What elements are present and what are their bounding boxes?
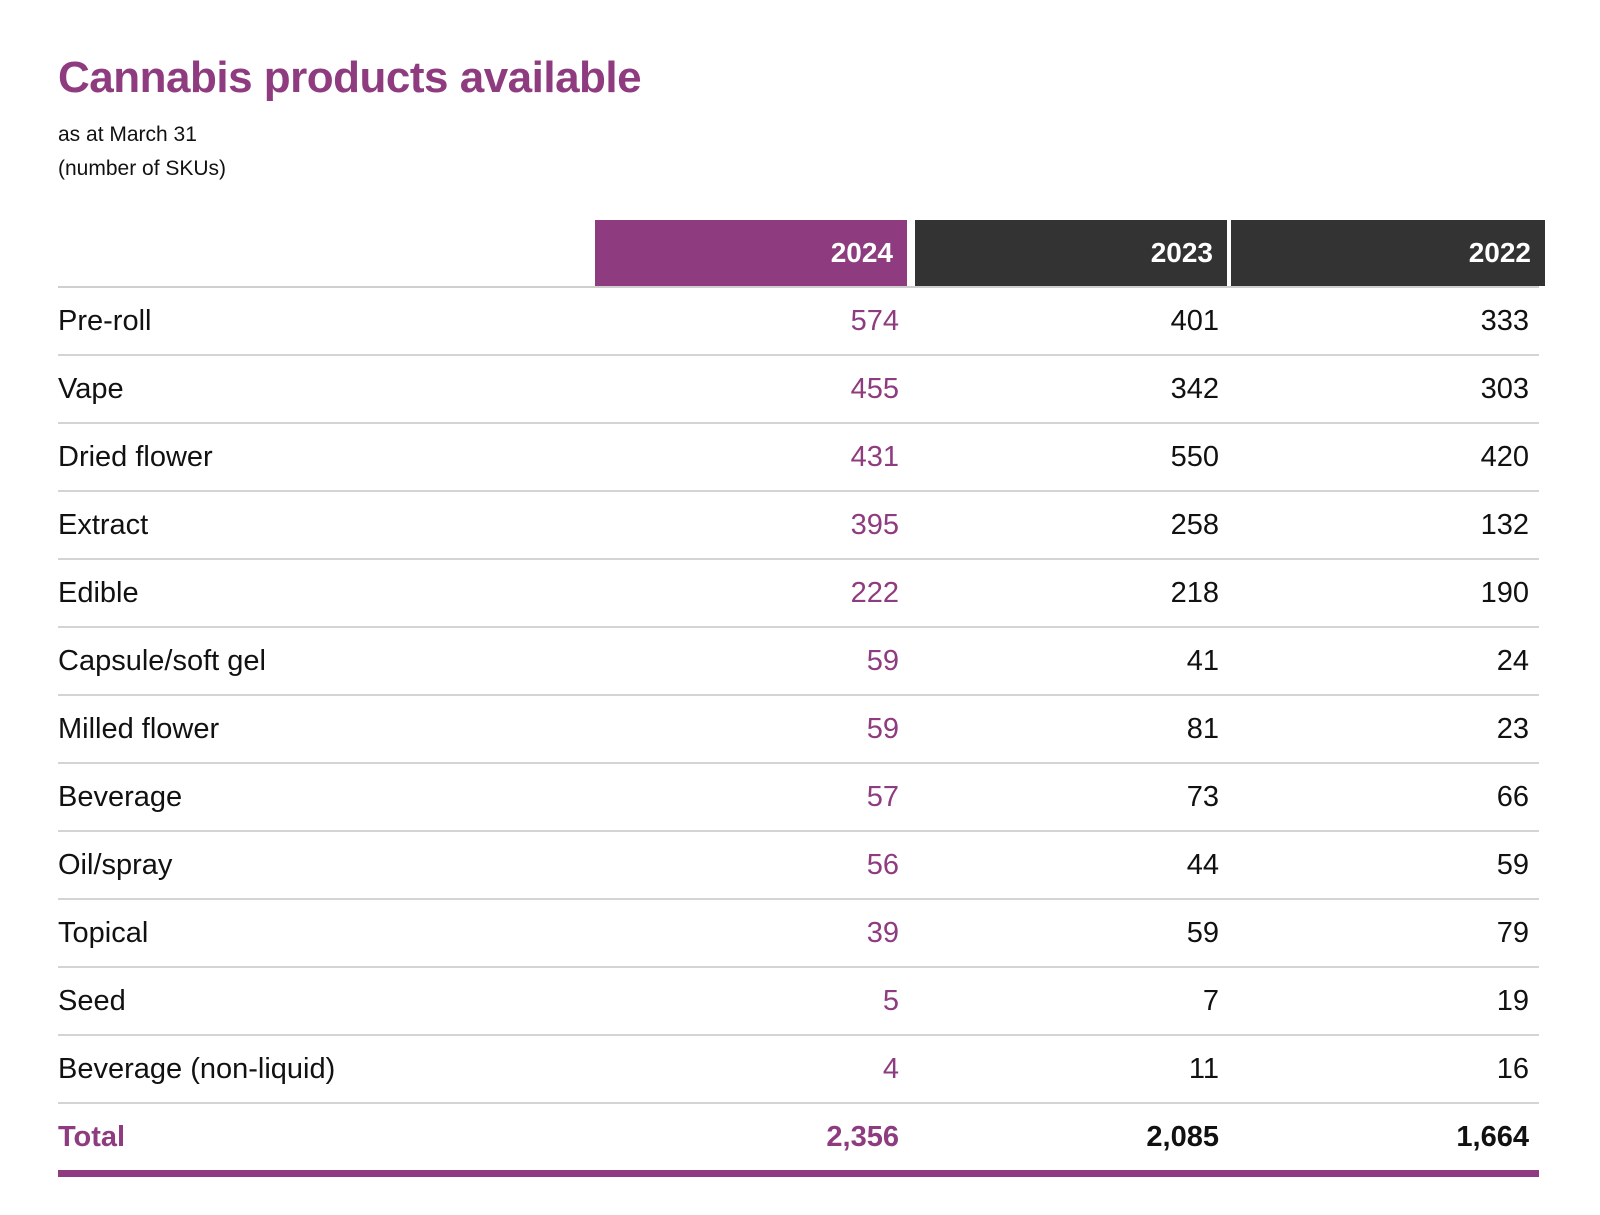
total-value-2024: 2,356 — [826, 1121, 899, 1153]
row-label: Vape — [58, 373, 124, 405]
value-2022: 24 — [1496, 645, 1529, 677]
row-label: Dried flower — [58, 441, 213, 473]
sku-table: 2024 2023 2022 Pre-roll 574 401 333 Vape… — [58, 220, 1545, 1177]
value-2024: 39 — [866, 917, 899, 949]
table-row: Capsule/soft gel 59 41 24 — [58, 628, 1539, 696]
value-2022: 23 — [1496, 713, 1529, 745]
table-header-row: 2024 2023 2022 — [58, 220, 1545, 288]
table-row: Topical 39 59 79 — [58, 900, 1539, 968]
column-header-2022: 2022 — [1231, 220, 1545, 286]
column-header-2024: 2024 — [595, 220, 907, 286]
value-2024: 222 — [850, 577, 899, 609]
table-row: Extract 395 258 132 — [58, 492, 1539, 560]
value-2023: 401 — [1170, 305, 1219, 337]
value-2022: 333 — [1480, 305, 1529, 337]
row-label: Beverage (non-liquid) — [58, 1053, 336, 1085]
value-2022: 59 — [1496, 849, 1529, 881]
table-row: Beverage 57 73 66 — [58, 764, 1539, 832]
table-row: Milled flower 59 81 23 — [58, 696, 1539, 764]
value-2023: 59 — [1186, 917, 1219, 949]
row-label: Beverage — [58, 781, 183, 813]
table-row: Pre-roll 574 401 333 — [58, 288, 1539, 356]
total-row: Total 2,356 2,085 1,664 — [58, 1104, 1539, 1177]
value-2023: 11 — [1188, 1053, 1219, 1085]
page-title: Cannabis products available — [58, 53, 642, 102]
total-label: Total — [58, 1121, 126, 1153]
value-2023: 342 — [1170, 373, 1219, 405]
value-2022: 19 — [1496, 985, 1529, 1017]
value-2024: 455 — [850, 373, 899, 405]
row-label: Capsule/soft gel — [58, 645, 266, 677]
row-label: Seed — [58, 985, 126, 1017]
value-2022: 66 — [1496, 781, 1529, 813]
row-label: Oil/spray — [58, 849, 173, 881]
row-label: Extract — [58, 509, 149, 541]
table-row: Edible 222 218 190 — [58, 560, 1539, 628]
value-2024: 395 — [850, 509, 899, 541]
value-2022: 132 — [1480, 509, 1529, 541]
value-2022: 190 — [1480, 577, 1529, 609]
value-2023: 258 — [1170, 509, 1219, 541]
table-row: Oil/spray 56 44 59 — [58, 832, 1539, 900]
total-value-2022: 1,664 — [1456, 1121, 1529, 1153]
value-2024: 57 — [866, 781, 899, 813]
value-2022: 420 — [1480, 441, 1529, 473]
value-2024: 4 — [882, 1053, 899, 1085]
total-underline — [58, 1170, 1539, 1177]
value-2024: 574 — [850, 305, 899, 337]
value-2023: 44 — [1186, 849, 1219, 881]
row-label: Edible — [58, 577, 139, 609]
value-2023: 41 — [1186, 645, 1219, 677]
subtitle-units: (number of SKUs) — [58, 157, 227, 180]
value-2024: 5 — [882, 985, 899, 1017]
value-2023: 550 — [1170, 441, 1219, 473]
row-label: Milled flower — [58, 713, 220, 745]
table-row: Vape 455 342 303 — [58, 356, 1539, 424]
row-label: Pre-roll — [58, 305, 152, 337]
value-2022: 79 — [1496, 917, 1529, 949]
value-2024: 59 — [866, 645, 899, 677]
value-2023: 218 — [1170, 577, 1219, 609]
value-2022: 303 — [1480, 373, 1529, 405]
value-2023: 73 — [1186, 781, 1219, 813]
value-2022: 16 — [1496, 1053, 1529, 1085]
value-2024: 59 — [866, 713, 899, 745]
value-2024: 56 — [866, 849, 899, 881]
value-2024: 431 — [850, 441, 899, 473]
table-row: Seed 5 7 19 — [58, 968, 1539, 1036]
row-label: Topical — [58, 917, 149, 949]
value-2023: 7 — [1202, 985, 1219, 1017]
table-row: Beverage (non-liquid) 4 11 16 — [58, 1036, 1539, 1104]
total-value-2023: 2,085 — [1146, 1121, 1219, 1153]
table-row: Dried flower 431 550 420 — [58, 424, 1539, 492]
value-2023: 81 — [1186, 713, 1219, 745]
column-header-2023: 2023 — [915, 220, 1227, 286]
subtitle-date: as at March 31 — [58, 123, 197, 146]
